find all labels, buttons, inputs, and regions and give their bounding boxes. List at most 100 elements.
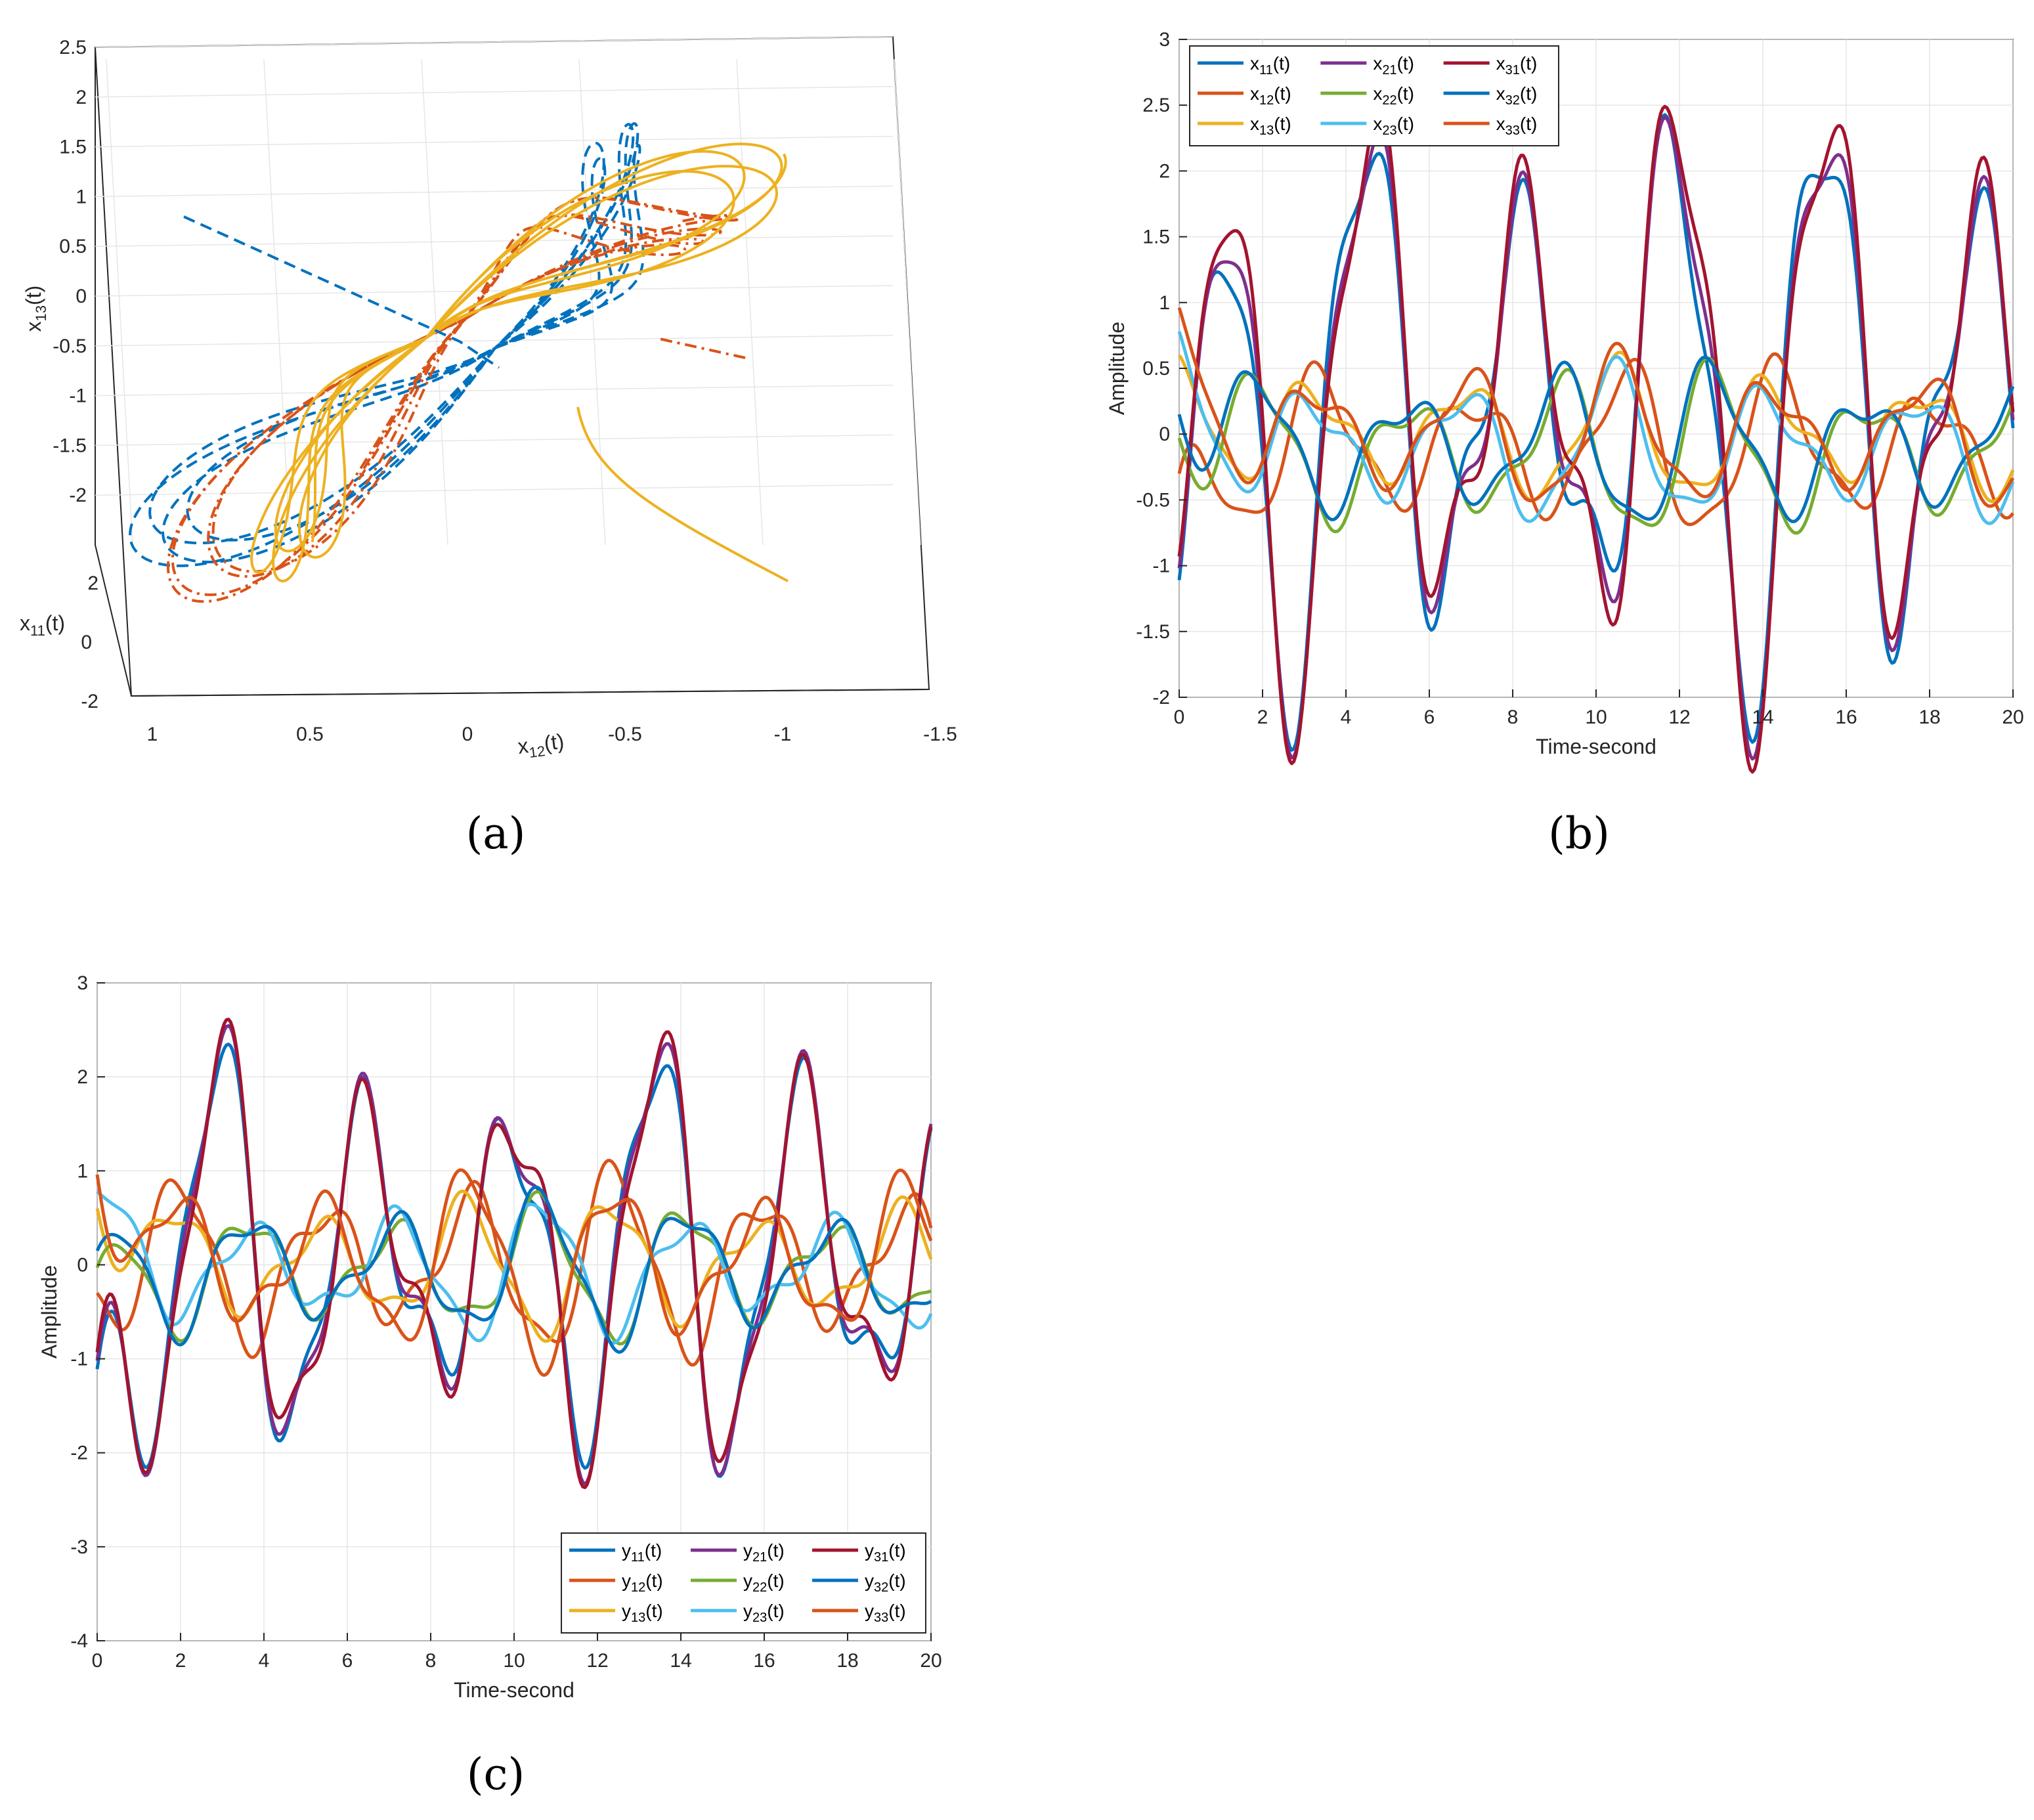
panel-a-ygrid-line xyxy=(894,58,921,546)
legend-label: x31(t) xyxy=(1496,53,1538,77)
series-line-y31 xyxy=(95,1018,933,1489)
panel-b-ylabel: Amplitude xyxy=(1105,322,1129,415)
legend-label: x13(t) xyxy=(1250,114,1291,138)
ytick-label: -4 xyxy=(70,1630,88,1652)
panel-a-zlabel: x13(t) xyxy=(22,286,49,332)
panel-a-zgrid-line xyxy=(95,36,894,48)
panel-a-ytick-label: -0.5 xyxy=(608,724,642,745)
xtick-label: 4 xyxy=(1341,706,1352,728)
ytick-label: 2 xyxy=(77,1066,88,1088)
panel-a-xtick-label: 0 xyxy=(81,632,92,653)
panel-a-xlabel: x11(t) xyxy=(20,611,65,639)
panel-a-zgrid-line xyxy=(95,235,894,247)
panel-a-zgrid-line xyxy=(95,384,894,397)
xtick-label: 18 xyxy=(1918,706,1940,728)
panel-a-trajectory-3 xyxy=(250,142,787,582)
legend-label: x11(t) xyxy=(1250,53,1290,77)
ytick-label: 3 xyxy=(1159,29,1170,51)
panel-a-ytick-label: 0 xyxy=(462,724,473,745)
legend-box xyxy=(561,1532,926,1634)
legend-label: x21(t) xyxy=(1373,53,1414,77)
panel-a-bottom-edge xyxy=(131,689,930,697)
xtick-label: 20 xyxy=(920,1650,941,1672)
panel-a-xlabel-main: x xyxy=(20,611,30,635)
xtick-label: 2 xyxy=(1257,706,1268,728)
legend-label: y33(t) xyxy=(865,1601,906,1625)
legend-label: y22(t) xyxy=(743,1571,785,1595)
panel-a-xtick-label: 2 xyxy=(87,573,98,594)
xtick-label: 8 xyxy=(1507,706,1519,728)
legend-label: x12(t) xyxy=(1250,83,1291,108)
xtick-label: 12 xyxy=(1668,706,1690,728)
xtick-label: 14 xyxy=(1752,706,1773,728)
panel-a-ytick-label: 0.5 xyxy=(296,724,324,745)
panel-a-ztick-label: -1 xyxy=(69,385,87,407)
panel-a-trajectories xyxy=(129,122,789,603)
xtick-label: 6 xyxy=(342,1650,353,1672)
panel-a-ytick-label: -1.5 xyxy=(923,724,957,745)
panel-a-zgrid-line xyxy=(95,135,894,148)
legend-label: y32(t) xyxy=(865,1571,906,1595)
panel-a-zgrid-line xyxy=(95,285,894,297)
panel-a-ygrid-line xyxy=(578,58,606,546)
panel-a-zlabel-sub: 13 xyxy=(33,305,49,321)
xtick-label: 2 xyxy=(175,1650,186,1672)
panel-a-zgrid-line xyxy=(95,86,894,98)
panel-a-ztick-label: 0 xyxy=(76,286,87,307)
panel-c-xlabel: Time-second xyxy=(454,1678,574,1702)
panel-b-legend: x11(t) x12(t) x13(t) x21(t) x22(t) x23(t) x31(… xyxy=(1189,45,1559,146)
panel-a-transient-tail-3 xyxy=(576,406,789,582)
panel-b-line-plot: 0 2 4 6 8 10 12 14 16 18 20 -2 -1.5 -1 -0.5 0 0.5 1 1.5 2 2.… xyxy=(1105,29,2024,859)
panel-a-ylabel-sub: 12 xyxy=(528,743,546,761)
xtick-label: 16 xyxy=(753,1650,775,1672)
xtick-label: 0 xyxy=(92,1650,103,1672)
panel-a-ylabel: x12(t) xyxy=(516,729,565,762)
panel-c-series xyxy=(95,1018,933,1489)
panel-c-legend: y11(t) y12(t) y13(t) y21(t) y22(t) y23(t) y31(… xyxy=(561,1532,926,1634)
ytick-label: -1 xyxy=(70,1349,88,1370)
panel-a-ylabel-tail: (t) xyxy=(543,729,565,755)
panel-a-3d-plot: 2.5 2 1.5 1 0.5 0 -0.5 -1 -1.5 -2 1 0.5 0 -0.5 -1 -1.5… xyxy=(20,35,957,859)
series-line-x32 xyxy=(1177,355,2015,523)
panel-a-ztick-label: 1 xyxy=(76,186,87,207)
legend-label: x33(t) xyxy=(1496,114,1538,138)
xtick-label: 16 xyxy=(1835,706,1857,728)
panel-a-zgrid-line xyxy=(95,335,894,347)
panel-a-trajectory-1 xyxy=(129,122,645,567)
panel-a-back-wall xyxy=(94,35,930,697)
series-line-x33 xyxy=(1177,307,2015,508)
ytick-label: 0 xyxy=(1159,423,1170,445)
panel-a-transient-tail-2 xyxy=(656,337,746,359)
xtick-label: 8 xyxy=(425,1650,437,1672)
legend-label: y31(t) xyxy=(865,1540,906,1565)
panel-a-zlabel-main: x xyxy=(22,321,45,332)
xtick-label: 12 xyxy=(586,1650,608,1672)
panel-a-ylabel-main: x xyxy=(516,733,529,758)
ytick-label: -3 xyxy=(70,1536,88,1558)
legend-label: x22(t) xyxy=(1373,83,1414,108)
xtick-label: 20 xyxy=(2002,706,2023,728)
panel-a-transient-tail-1 xyxy=(183,215,500,369)
panel-a-xlabel-tail: (t) xyxy=(45,611,65,635)
legend-label: y11(t) xyxy=(622,1540,662,1565)
ytick-label: 1 xyxy=(77,1160,88,1182)
ytick-label: -0.5 xyxy=(1136,489,1170,511)
ytick-label: 2.5 xyxy=(1142,95,1170,116)
legend-label: y23(t) xyxy=(743,1601,785,1625)
legend-label: y12(t) xyxy=(622,1571,663,1595)
panel-a-ztick-label: 2 xyxy=(76,87,87,108)
series-line-y23 xyxy=(96,1190,933,1345)
xtick-label: 10 xyxy=(503,1650,525,1672)
panel-a-ztick-label: -2 xyxy=(69,485,87,506)
panel-a-x-ticks: -2 0 2 xyxy=(81,573,98,712)
panel-c-ylabel: Amplitude xyxy=(37,1265,61,1358)
panel-a-ygrid-line xyxy=(421,58,448,546)
panel-a-ygrid-line xyxy=(263,58,291,546)
series-line-y33 xyxy=(95,1168,933,1377)
panel-b-series xyxy=(1177,104,2015,774)
legend-box xyxy=(1189,45,1559,146)
xtick-label: 14 xyxy=(670,1650,691,1672)
panel-a-z-ticks: 2.5 2 1.5 1 0.5 0 -0.5 -1 -1.5 -2 xyxy=(53,37,87,506)
